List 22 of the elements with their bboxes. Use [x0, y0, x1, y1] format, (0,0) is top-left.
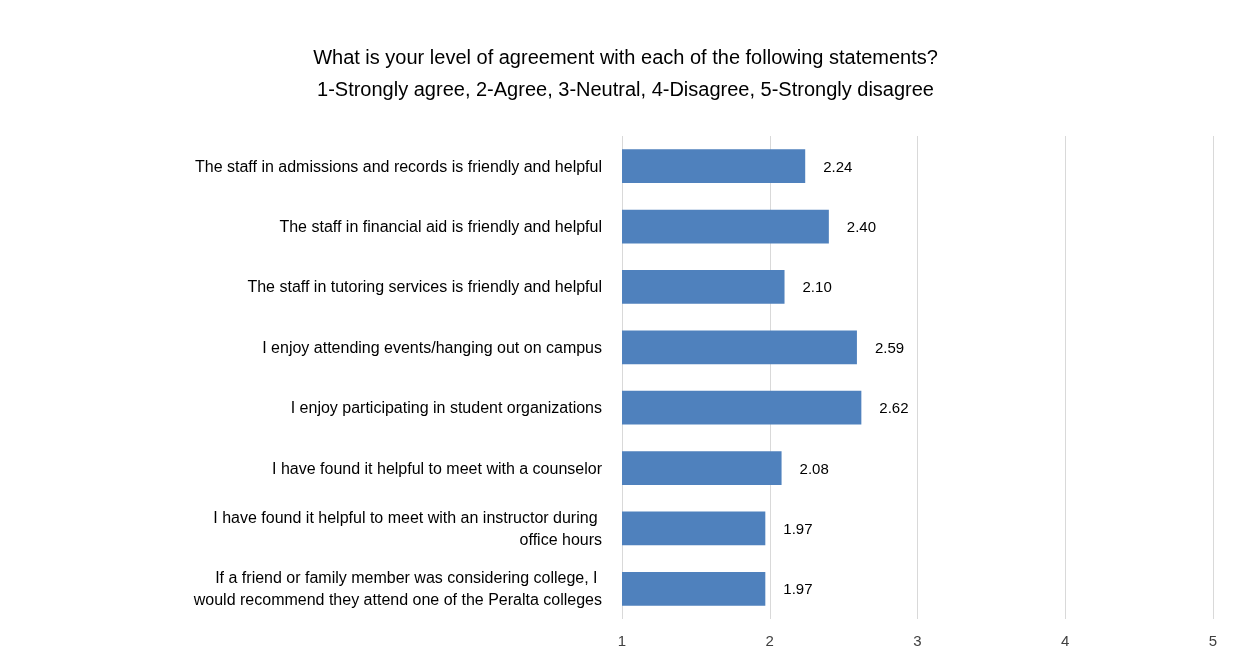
data-label: 2.62: [879, 399, 909, 417]
y-tick-label: I have found it helpful to meet with an instructor during office hours: [213, 508, 602, 548]
x-tick-label: 5: [1208, 632, 1218, 649]
y-tick-label: I have found it helpful to meet with a counselor: [272, 459, 603, 477]
data-label: 1.97: [783, 519, 813, 537]
x-tick-label: 2: [765, 632, 774, 649]
x-tick-label: 3: [913, 632, 922, 649]
y-tick-label: If a friend or family member was considering college, I would recommend they attend one of the Peralta colleges: [192, 569, 602, 609]
x-tick-label: 4: [1061, 632, 1070, 649]
data-label: 2.10: [802, 278, 832, 296]
data-label: 2.59: [874, 338, 905, 356]
y-tick-label: The staff in financial aid is friendly and helpful: [279, 218, 602, 236]
y-tick-label: The staff in admissions and records is friendly and helpful: [194, 157, 602, 175]
x-tick-label: 1: [617, 632, 627, 649]
y-tick-label: The staff in tutoring services is friendly and helpful: [247, 278, 602, 296]
data-label: 2.24: [823, 157, 853, 175]
data-label: 1.97: [783, 580, 813, 598]
y-tick-label: I enjoy participating in student organizations: [290, 399, 602, 417]
data-label: 2.40: [846, 218, 877, 236]
y-tick-label: I enjoy attending events/hanging out on campus: [262, 338, 602, 356]
data-label: 2.08: [799, 459, 829, 477]
chart-title: What is your level of agreement with each of the following statements? 1-Strongly agree, 2-Agree, 3-Neutral, 4-Disagree, 5-Strongly disagree: [313, 46, 938, 100]
